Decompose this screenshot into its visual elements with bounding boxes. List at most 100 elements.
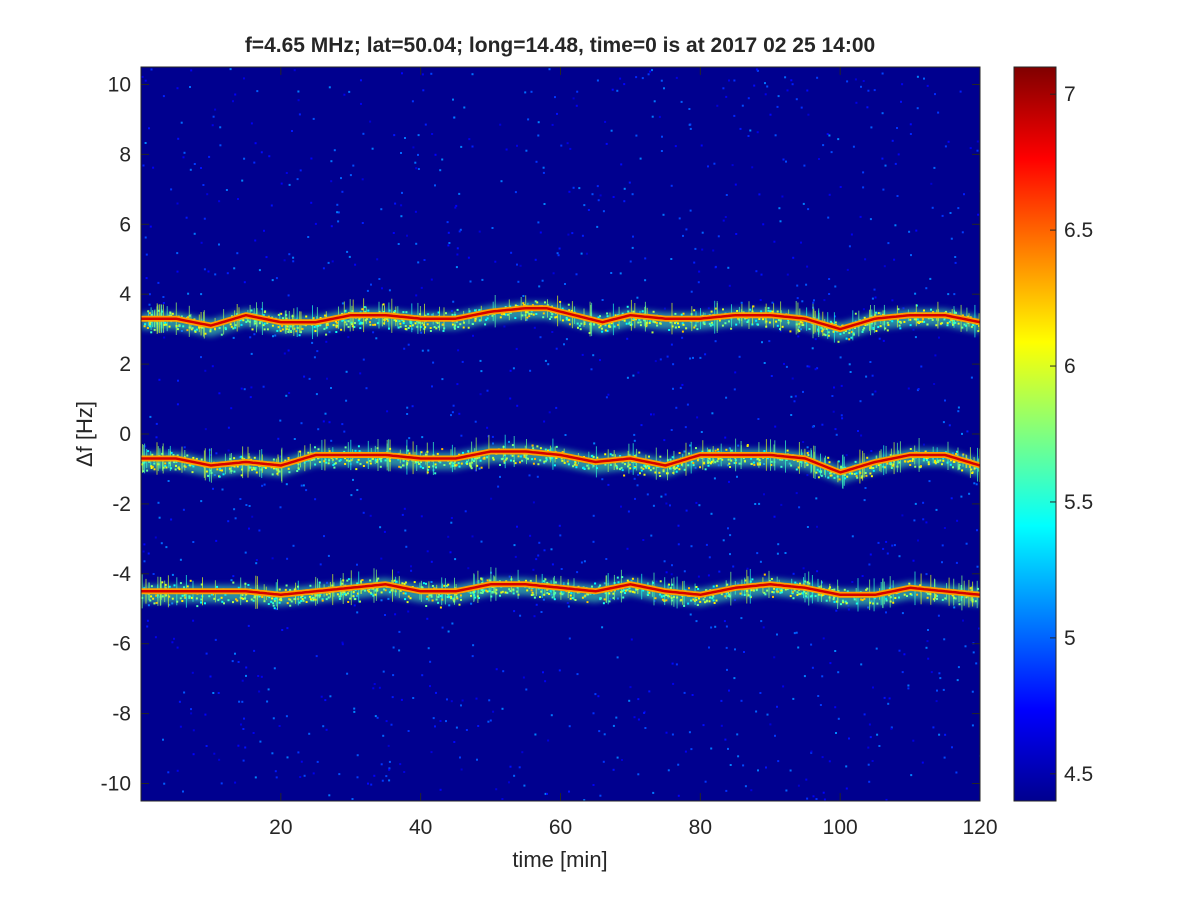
noise-speckle — [322, 267, 325, 270]
noise-speckle — [354, 263, 357, 266]
band-speckle — [240, 455, 243, 458]
band-speckle — [301, 327, 304, 330]
band-speckle — [528, 586, 531, 589]
noise-speckle — [543, 549, 546, 552]
band-speckle — [393, 311, 396, 314]
band-speckle — [295, 330, 298, 333]
band-speckle — [608, 322, 611, 325]
noise-speckle — [322, 420, 325, 423]
noise-speckle — [283, 352, 286, 355]
band-speckle — [402, 464, 405, 467]
noise-speckle — [480, 370, 483, 373]
band-speckle — [273, 607, 276, 610]
noise-speckle — [776, 552, 779, 555]
band-speckle — [728, 594, 731, 597]
noise-speckle — [547, 363, 550, 366]
band-speckle — [457, 462, 460, 465]
band-speckle — [470, 594, 472, 597]
band-speckle — [305, 315, 308, 318]
band-speckle — [894, 597, 897, 599]
noise-speckle — [769, 113, 772, 116]
band-speckle — [597, 323, 600, 326]
noise-speckle — [810, 751, 813, 754]
noise-speckle — [769, 723, 772, 726]
noise-speckle — [710, 747, 713, 750]
noise-speckle — [204, 713, 207, 716]
noise-speckle — [572, 97, 575, 100]
noise-speckle — [927, 657, 930, 660]
band-speckle — [393, 579, 396, 582]
band-speckle — [361, 322, 364, 324]
band-speckle — [430, 595, 433, 598]
noise-speckle — [452, 300, 455, 303]
band-speckle — [766, 457, 769, 460]
noise-speckle — [537, 221, 540, 224]
band-speckle — [514, 462, 517, 465]
noise-speckle — [725, 646, 728, 649]
noise-speckle — [192, 541, 195, 543]
band-speckle — [395, 580, 398, 583]
band-speckle — [349, 597, 352, 600]
noise-speckle — [200, 293, 203, 296]
noise-speckle — [913, 519, 916, 522]
band-speckle — [281, 328, 284, 331]
band-speckle — [649, 320, 652, 323]
band-speckle — [870, 475, 873, 478]
noise-speckle — [450, 700, 453, 703]
noise-speckle — [258, 690, 261, 693]
noise-speckle — [230, 407, 233, 410]
band-speckle — [278, 588, 281, 591]
band-speckle — [190, 328, 193, 331]
noise-speckle — [324, 412, 327, 415]
band-speckle — [649, 469, 652, 472]
band-speckle — [290, 600, 293, 603]
band-speckle — [965, 596, 968, 599]
band-speckle — [499, 316, 502, 319]
noise-speckle — [827, 216, 830, 219]
noise-speckle — [692, 356, 694, 359]
band-speckle — [963, 323, 966, 326]
noise-speckle — [371, 147, 374, 150]
band-speckle — [909, 464, 912, 466]
noise-speckle — [241, 679, 244, 682]
noise-speckle — [864, 258, 867, 261]
band-speckle — [220, 596, 223, 599]
noise-speckle — [412, 146, 415, 149]
noise-speckle — [845, 765, 848, 768]
noise-speckle — [956, 679, 959, 682]
band-speckle — [442, 329, 445, 332]
noise-speckle — [308, 732, 311, 735]
band-speckle — [293, 327, 296, 330]
noise-speckle — [575, 273, 578, 276]
band-speckle — [879, 463, 882, 466]
band-speckle — [970, 468, 973, 471]
noise-speckle — [615, 716, 618, 719]
noise-speckle — [871, 393, 874, 396]
noise-speckle — [599, 794, 602, 797]
band-speckle — [359, 321, 362, 324]
noise-speckle — [802, 441, 805, 443]
noise-speckle — [218, 758, 221, 761]
noise-speckle — [535, 603, 538, 606]
band-speckle — [528, 312, 531, 315]
band-speckle — [593, 323, 595, 326]
noise-speckle — [543, 420, 546, 423]
band-speckle — [971, 472, 974, 474]
band-speckle — [452, 462, 455, 465]
noise-speckle — [708, 556, 711, 559]
band-speckle — [287, 331, 290, 333]
band-speckle — [755, 319, 758, 322]
band-speckle — [458, 453, 461, 456]
band-speckle — [543, 593, 546, 596]
noise-speckle — [592, 784, 595, 786]
noise-speckle — [626, 547, 629, 550]
noise-speckle — [770, 375, 773, 377]
noise-speckle — [551, 123, 554, 126]
band-speckle — [766, 589, 769, 592]
noise-speckle — [747, 135, 750, 137]
band-speckle — [253, 595, 256, 598]
band-speckle — [240, 323, 243, 326]
noise-speckle — [543, 203, 546, 205]
noise-speckle — [168, 603, 171, 606]
band-speckle — [954, 597, 957, 600]
